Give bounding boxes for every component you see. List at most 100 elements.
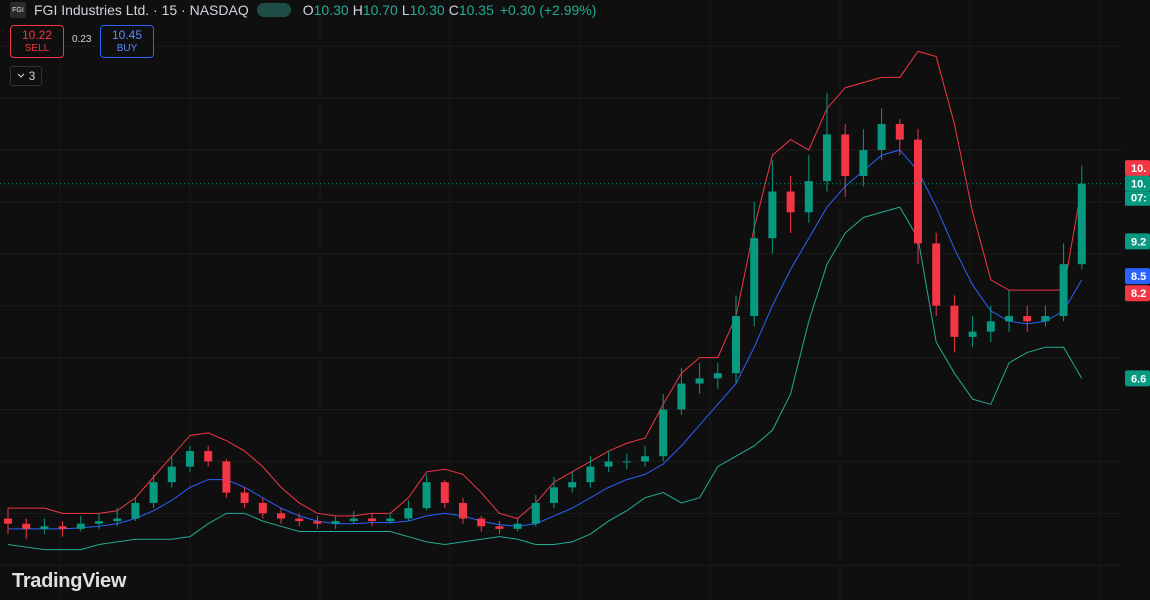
change: +0.30 (+2.99%) — [499, 2, 597, 18]
candle-body — [167, 466, 176, 483]
price-badge — [1125, 233, 1150, 250]
candle-body — [641, 456, 649, 462]
candle-body — [695, 378, 704, 384]
ohlc-value: 10.30 — [409, 2, 445, 18]
candle-body — [750, 238, 759, 317]
candle-body — [1059, 264, 1068, 317]
ohlc-label: O — [302, 2, 314, 18]
candle-body — [76, 523, 85, 529]
candle-body — [895, 124, 904, 140]
candle-body — [786, 191, 795, 213]
candle-body — [768, 191, 777, 239]
candle-body — [841, 134, 850, 176]
price-badge — [1125, 175, 1150, 192]
sell-button[interactable]: 10.22 SELL — [10, 25, 64, 58]
candle-body — [604, 461, 613, 467]
price-badge-label: 10. — [1131, 163, 1146, 175]
price-badge — [1125, 268, 1150, 285]
price-badge — [1125, 285, 1150, 302]
price-badge — [1125, 370, 1150, 387]
candle-body — [422, 482, 431, 509]
countdown: 07: — [1131, 193, 1147, 205]
candle-body — [95, 521, 103, 524]
ohlc-value: 10.30 — [313, 2, 349, 18]
ohlc-label: L — [401, 2, 410, 18]
price-badge-label: 9.2 — [1131, 236, 1146, 248]
candle-body — [440, 482, 449, 503]
candle-body — [113, 518, 122, 522]
candle-body — [732, 316, 740, 374]
buy-button[interactable]: 10.45 BUY — [100, 25, 154, 58]
candle-body — [804, 181, 813, 213]
candle-body — [513, 523, 522, 529]
candle-body — [550, 487, 558, 503]
ohlc: O10.30 H10.70 L10.30 C10.35 — [299, 2, 494, 18]
price-badge-label: 10. — [1131, 179, 1146, 191]
candle-body — [277, 513, 285, 519]
candle-body — [495, 526, 504, 529]
ohlc-value: 10.35 — [458, 2, 494, 18]
candle-body — [622, 461, 631, 463]
candle-body — [659, 409, 668, 457]
candle-body — [986, 321, 995, 332]
indicator-line — [8, 149, 1083, 530]
price-badge — [1125, 160, 1150, 177]
candle-body — [186, 451, 194, 467]
candle-body — [4, 518, 12, 524]
indicators-toggle[interactable]: 3 — [10, 66, 42, 86]
candle-body — [204, 451, 213, 462]
ohlc-label: H — [352, 2, 363, 18]
indicator-line — [8, 50, 1083, 520]
candle-body — [568, 482, 577, 488]
candle-body — [404, 508, 413, 519]
price-badge-label: 8.5 — [1131, 271, 1146, 283]
symbol-title[interactable]: FGI Industries Ltd. · 15 · NASDAQ — [34, 2, 249, 18]
header: FGI FGI Industries Ltd. · 15 · NASDAQ O1… — [0, 0, 596, 20]
candle-body — [950, 305, 959, 337]
candle-body — [313, 521, 322, 524]
candle-body — [331, 521, 340, 524]
ohlc-value: 10.70 — [362, 2, 398, 18]
candle-body — [459, 502, 467, 519]
candle-body — [222, 461, 231, 493]
candle-body — [859, 150, 868, 176]
candle-body — [968, 331, 977, 337]
buy-price: 10.45 — [111, 27, 143, 42]
candle-body — [586, 466, 595, 483]
candle-body — [240, 492, 249, 503]
price-badge-label: 6.6 — [1131, 373, 1146, 385]
candle-body — [368, 518, 376, 522]
candle-body — [1005, 316, 1013, 322]
candle-body — [877, 124, 886, 150]
candle-body — [932, 243, 941, 306]
candle-body — [1041, 316, 1050, 322]
candle-body — [477, 518, 486, 527]
candle-body — [149, 482, 158, 503]
countdown-badge — [1125, 191, 1150, 206]
candle-body — [1077, 183, 1086, 265]
candle-body — [823, 134, 831, 182]
candle-body — [58, 526, 67, 529]
candle-body — [40, 526, 49, 529]
candle-body — [677, 383, 686, 410]
sell-price: 10.22 — [21, 27, 53, 42]
candle-body — [713, 373, 722, 379]
buy-label: BUY — [116, 42, 138, 54]
candle-body — [531, 502, 540, 524]
watermark: TradingView — [12, 570, 127, 592]
indicators-count: 3 — [28, 69, 36, 83]
spread: 0.23 — [72, 34, 92, 45]
ohlc-label: C — [448, 2, 459, 18]
logo: FGI — [10, 2, 26, 18]
status-pill — [256, 3, 291, 17]
chevron — [17, 73, 25, 78]
candle-body — [349, 518, 358, 522]
sell-label: SELL — [24, 42, 50, 54]
price-badge-label: 8.2 — [1131, 288, 1146, 300]
indicator-line — [7, 206, 1083, 551]
candle-body — [914, 139, 922, 244]
candle-body — [386, 518, 395, 522]
candle-body — [1023, 316, 1032, 322]
